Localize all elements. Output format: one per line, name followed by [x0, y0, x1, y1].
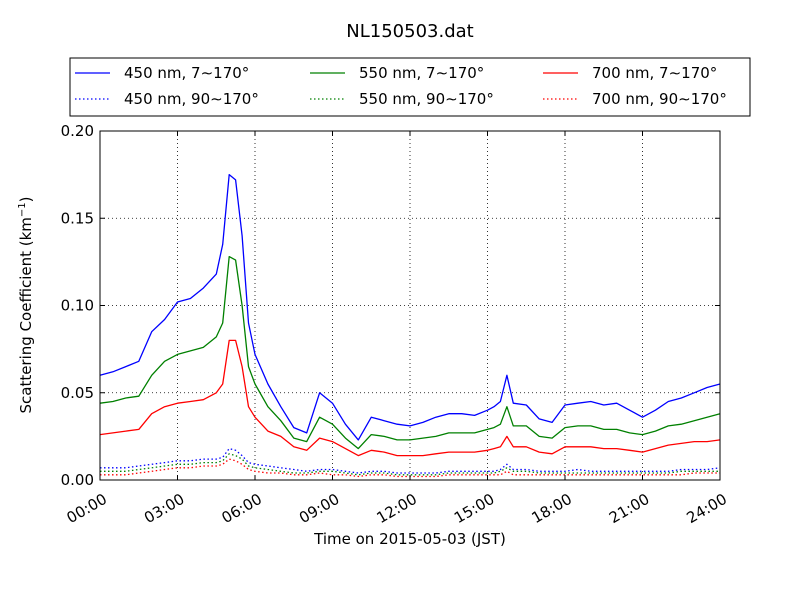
- series-line-2: [99, 339, 721, 457]
- y-tick-label: 0.00: [61, 471, 94, 489]
- y-tick-label: 0.10: [61, 297, 94, 315]
- legend-label: 450 nm, 90∼170°: [124, 90, 259, 108]
- legend-label: 700 nm, 7∼170°: [592, 64, 717, 82]
- y-tick-label: 0.05: [61, 384, 94, 402]
- y-axis-label-close: ): [17, 196, 35, 202]
- x-tick-label: 24:00: [684, 490, 730, 527]
- legend-label: 550 nm, 90∼170°: [359, 90, 494, 108]
- legend-box: [69, 57, 751, 117]
- x-tick-label: 15:00: [451, 490, 497, 527]
- y-tick-label: 0.15: [61, 209, 94, 227]
- x-axis-label: Time on 2015-05-03 (JST): [313, 530, 506, 548]
- y-axis-label-main: Scattering Coefficient (km: [17, 217, 35, 413]
- x-tick-label: 00:00: [64, 490, 110, 527]
- legend-label: 550 nm, 7∼170°: [359, 64, 484, 82]
- x-tick-label: 12:00: [374, 490, 420, 527]
- series-line-3: [100, 447, 721, 474]
- series-line-4: [100, 453, 720, 476]
- series-group: [99, 173, 721, 478]
- x-tick-label: 09:00: [296, 490, 342, 527]
- legend-label: 700 nm, 90∼170°: [592, 90, 727, 108]
- chart-title: NL150503.dat: [346, 21, 473, 42]
- series-line-1: [99, 255, 721, 450]
- x-tick-label: 06:00: [219, 490, 265, 527]
- legend: 450 nm, 7∼170° 550 nm, 7∼170° 700 nm, 7∼17…: [69, 57, 751, 117]
- series-line-0: [99, 173, 721, 441]
- x-tick-label: 03:00: [141, 490, 187, 527]
- grid: [100, 131, 720, 480]
- legend-label: 450 nm, 7∼170°: [124, 64, 249, 82]
- y-axis-label: Scattering Coefficient (km−1): [17, 196, 35, 413]
- x-tick-label: 18:00: [529, 490, 575, 527]
- y-axis-label-sup: −1: [17, 202, 28, 217]
- y-tick-label: 0.20: [61, 122, 94, 140]
- x-tick-label: 21:00: [606, 490, 652, 527]
